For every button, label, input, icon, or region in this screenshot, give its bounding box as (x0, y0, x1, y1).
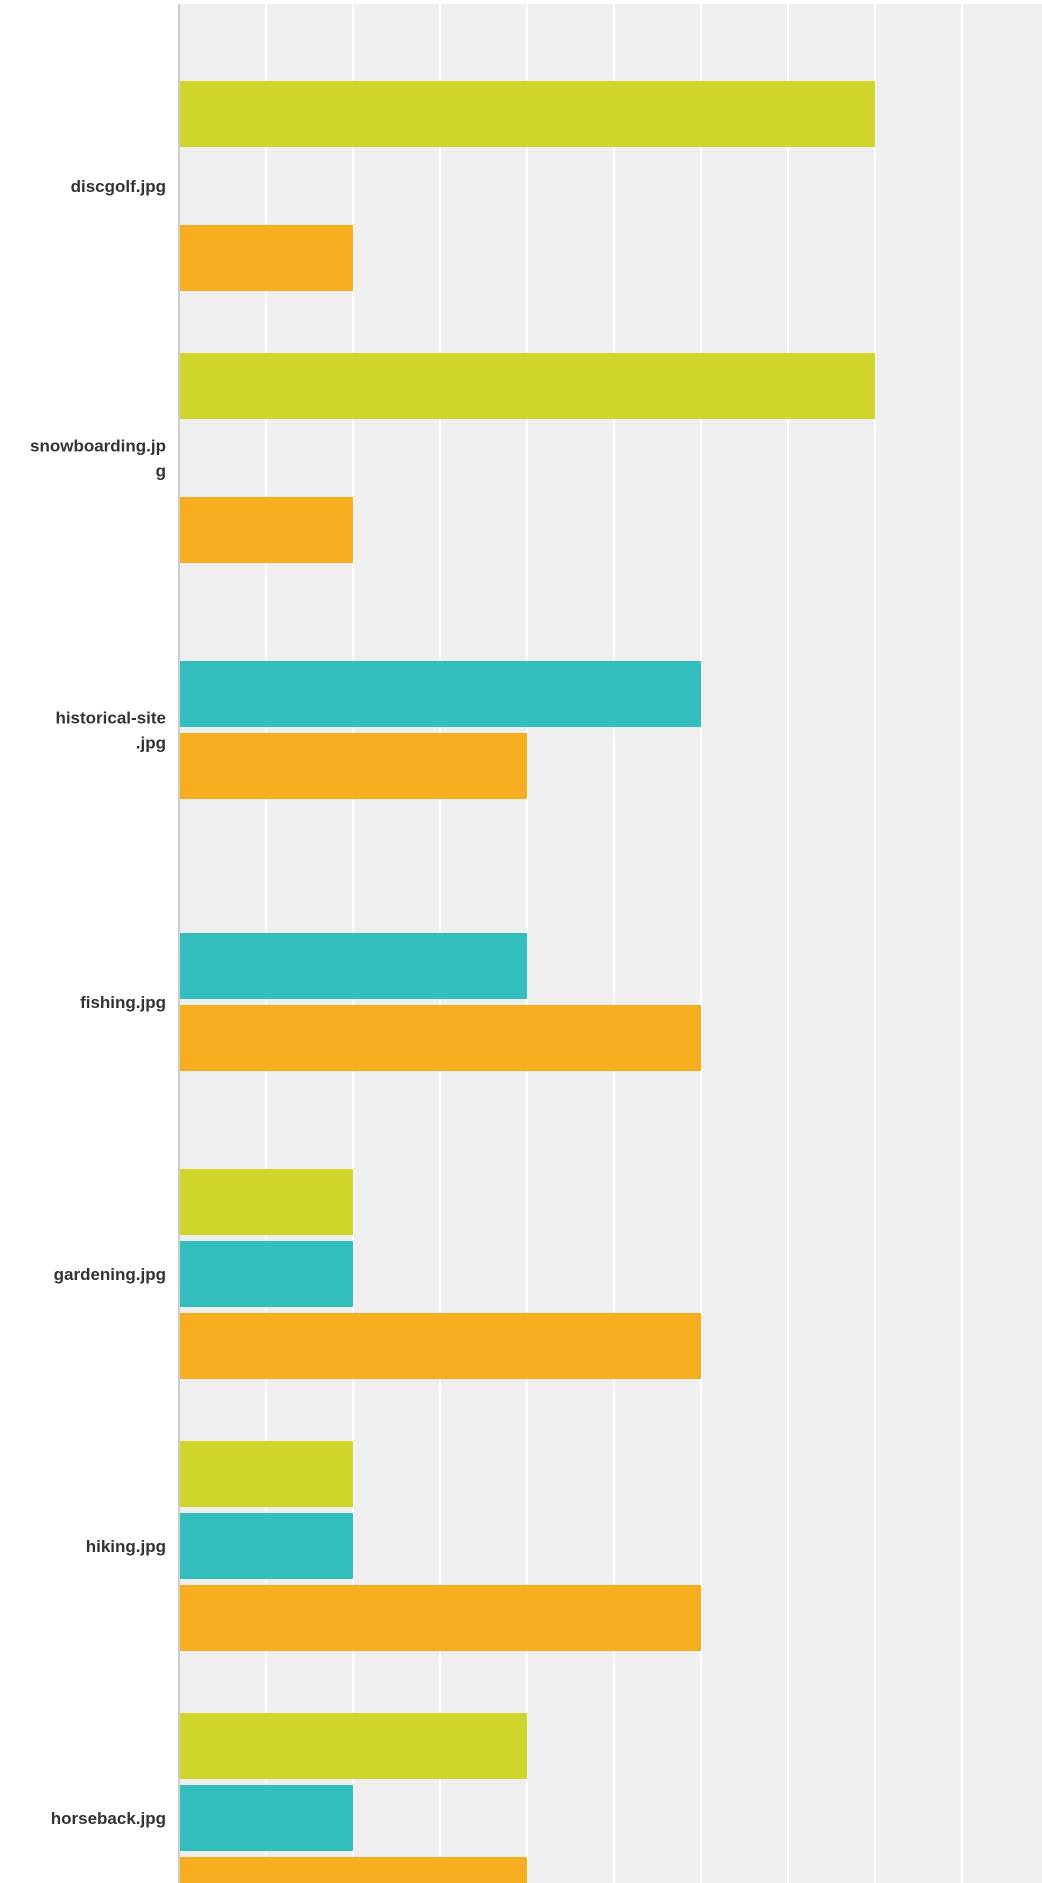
category-label: hiking.jpg (86, 1537, 166, 1556)
bar (180, 1713, 527, 1779)
bar (180, 1785, 353, 1851)
category-label: historical-site .jpg (55, 709, 166, 753)
bar (180, 933, 527, 999)
category-label: horseback.jpg (51, 1809, 166, 1828)
bar (180, 1005, 701, 1071)
bar (180, 1857, 527, 1883)
bar (180, 1169, 353, 1235)
bar (180, 225, 353, 291)
bar (180, 661, 701, 727)
bar (180, 1585, 701, 1651)
category-label: fishing.jpg (80, 993, 166, 1012)
bar (180, 353, 875, 419)
bar (180, 497, 353, 563)
bar (180, 1441, 353, 1507)
bar (180, 1241, 353, 1307)
category-label: discgolf.jpg (71, 177, 166, 196)
bars (180, 81, 875, 1883)
bar (180, 81, 875, 147)
bar (180, 1513, 353, 1579)
category-label: gardening.jpg (54, 1265, 166, 1284)
category-labels: discgolf.jpg snowboarding.jp g historical-s… (30, 177, 166, 1828)
bar (180, 733, 527, 799)
category-label: snowboarding.jp g (30, 437, 166, 481)
bar (180, 1313, 701, 1379)
